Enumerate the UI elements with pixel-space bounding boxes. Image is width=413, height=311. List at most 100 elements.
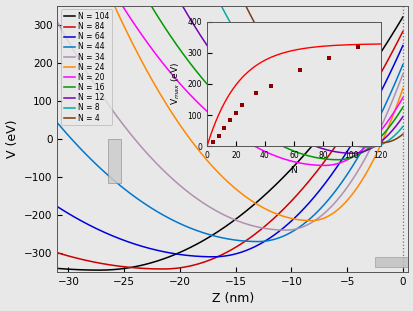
Line: N = 84: N = 84 bbox=[57, 31, 402, 269]
N = 64 bbox=[389, 65, 394, 69]
N = 34 bbox=[389, 98, 394, 101]
N = 104 bbox=[214, 231, 218, 234]
N = 4 bbox=[213, 0, 218, 4]
N = 84 bbox=[389, 49, 394, 53]
N = 4 bbox=[389, 139, 394, 142]
N = 44 bbox=[55, 121, 60, 125]
N = 44 bbox=[222, 237, 227, 240]
N = 8 bbox=[72, 0, 77, 4]
Bar bbox=[107, 139, 121, 183]
N = 8 bbox=[213, 0, 218, 4]
N = 20 bbox=[389, 112, 394, 116]
N = 8 bbox=[55, 0, 60, 4]
N = 104 bbox=[399, 15, 404, 19]
N = 34 bbox=[222, 214, 227, 217]
N = 34 bbox=[72, 51, 77, 55]
X-axis label: N: N bbox=[290, 165, 297, 174]
N = 20 bbox=[213, 118, 218, 121]
N = 64 bbox=[214, 255, 218, 259]
N = 20 bbox=[321, 164, 326, 167]
N = 44 bbox=[255, 240, 260, 244]
N = 84 bbox=[160, 267, 165, 271]
N = 12 bbox=[55, 0, 60, 4]
N = 16 bbox=[222, 102, 227, 105]
N = 12 bbox=[72, 0, 77, 4]
N = 34 bbox=[399, 72, 404, 76]
Line: N = 44: N = 44 bbox=[57, 65, 402, 242]
N = 64 bbox=[326, 175, 331, 179]
N = 24 bbox=[213, 169, 218, 172]
N = 104 bbox=[389, 31, 394, 35]
N = 104 bbox=[97, 268, 102, 272]
N = 4 bbox=[55, 0, 60, 4]
N = 16 bbox=[326, 157, 331, 161]
N = 24 bbox=[55, 0, 60, 4]
N = 64 bbox=[72, 216, 77, 219]
N = 16 bbox=[399, 105, 404, 109]
N = 8 bbox=[399, 125, 404, 128]
N = 8 bbox=[222, 12, 227, 16]
N = 4 bbox=[380, 141, 385, 145]
N = 24 bbox=[72, 0, 77, 4]
Line: N = 20: N = 20 bbox=[57, 2, 402, 165]
X-axis label: Z (nm): Z (nm) bbox=[211, 292, 254, 305]
N = 12 bbox=[389, 128, 394, 132]
N = 24 bbox=[308, 219, 313, 222]
N = 24 bbox=[399, 87, 404, 91]
N = 16 bbox=[389, 120, 394, 124]
N = 12 bbox=[349, 151, 354, 155]
N = 34 bbox=[213, 209, 218, 213]
N = 84 bbox=[389, 49, 394, 53]
N = 4 bbox=[399, 132, 404, 136]
N = 104 bbox=[223, 225, 228, 228]
N = 34 bbox=[55, 20, 60, 24]
N = 16 bbox=[55, 0, 60, 4]
N = 8 bbox=[389, 135, 394, 139]
Line: N = 16: N = 16 bbox=[57, 2, 402, 160]
N = 4 bbox=[389, 139, 394, 142]
N = 20 bbox=[399, 96, 404, 100]
N = 20 bbox=[55, 0, 60, 4]
N = 12 bbox=[399, 115, 404, 118]
N = 34 bbox=[282, 228, 287, 232]
N = 20 bbox=[326, 163, 331, 167]
N = 4 bbox=[72, 0, 77, 4]
Bar bbox=[374, 257, 413, 267]
N = 16 bbox=[335, 158, 340, 162]
N = 16 bbox=[72, 0, 77, 4]
N = 8 bbox=[389, 135, 394, 139]
Line: N = 12: N = 12 bbox=[57, 2, 402, 153]
N = 44 bbox=[326, 197, 331, 200]
N = 84 bbox=[55, 251, 60, 255]
N = 34 bbox=[326, 207, 331, 210]
N = 4 bbox=[326, 120, 331, 124]
N = 44 bbox=[72, 141, 77, 145]
N = 84 bbox=[326, 153, 331, 156]
N = 44 bbox=[213, 234, 218, 238]
N = 84 bbox=[223, 251, 228, 255]
N = 4 bbox=[222, 0, 227, 4]
N = 104 bbox=[326, 123, 331, 127]
N = 20 bbox=[222, 125, 227, 129]
N = 104 bbox=[55, 267, 60, 270]
N = 64 bbox=[211, 255, 216, 259]
N = 12 bbox=[222, 69, 227, 73]
N = 64 bbox=[55, 205, 60, 208]
N = 20 bbox=[72, 0, 77, 4]
Line: N = 104: N = 104 bbox=[57, 17, 402, 270]
N = 12 bbox=[213, 57, 218, 60]
N = 20 bbox=[389, 112, 394, 116]
Y-axis label: V$_{max}$ (eV): V$_{max}$ (eV) bbox=[169, 63, 182, 105]
N = 8 bbox=[326, 135, 331, 139]
N = 104 bbox=[389, 32, 394, 35]
N = 24 bbox=[389, 114, 394, 118]
N = 12 bbox=[389, 128, 394, 132]
N = 104 bbox=[72, 268, 77, 272]
Legend: N = 104, N = 84, N = 64, N = 44, N = 34, N = 24, N = 20, N = 16, N = 12, N = 8, : N = 104, N = 84, N = 64, N = 44, N = 34,… bbox=[61, 9, 112, 125]
Line: N = 8: N = 8 bbox=[57, 2, 402, 147]
N = 84 bbox=[214, 255, 218, 259]
N = 44 bbox=[389, 86, 394, 90]
N = 64 bbox=[389, 65, 394, 69]
N = 44 bbox=[389, 86, 394, 90]
Line: N = 64: N = 64 bbox=[57, 45, 402, 257]
